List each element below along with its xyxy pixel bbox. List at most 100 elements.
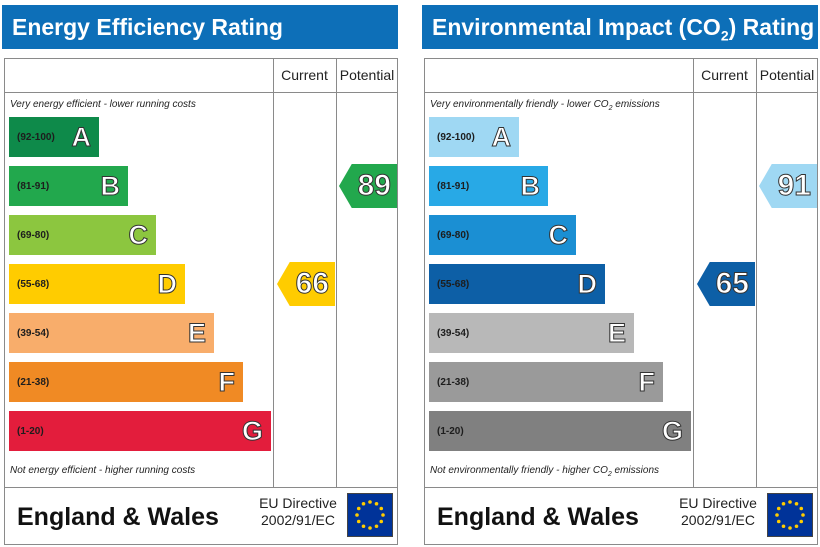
eu-star-icon <box>361 524 366 529</box>
header-divider <box>5 92 397 93</box>
eu-directive-line2: 2002/91/EC <box>261 512 335 528</box>
rating-frame: Current Potential Very energy efficient … <box>4 58 398 545</box>
eu-star-icon <box>781 524 786 529</box>
eu-star-icon <box>379 506 384 511</box>
band-range-label: (21-38) <box>17 376 50 388</box>
potential-rating-value: 89 <box>357 169 391 203</box>
band-letter-label: C <box>128 219 148 250</box>
eu-star-icon <box>794 524 799 529</box>
column-divider <box>756 59 757 487</box>
potential-column-header: Potential <box>339 67 395 83</box>
band-letter-label: C <box>548 219 568 250</box>
band-range-label: (39-54) <box>17 327 50 339</box>
eu-star-icon <box>356 506 361 511</box>
country-label: England & Wales <box>17 503 219 531</box>
band-range-label: (81-91) <box>17 180 50 192</box>
eu-directive-line2: 2002/91/EC <box>681 512 755 528</box>
eu-star-icon <box>799 506 804 511</box>
top-note: Very energy efficient - lower running co… <box>10 99 196 110</box>
eu-star-icon <box>368 500 372 504</box>
band-range-label: (92-100) <box>437 131 475 143</box>
band-range-label: (21-38) <box>437 376 470 388</box>
current-column-header: Current <box>701 67 748 83</box>
rating-band-e: (39-54) E <box>429 313 634 353</box>
band-range-label: (55-68) <box>437 278 470 290</box>
current-column-header: Current <box>281 67 328 83</box>
band-range-label: (55-68) <box>17 278 50 290</box>
rating-band-a: (92-100) A <box>9 117 99 157</box>
eu-star-icon <box>374 524 379 529</box>
band-letter-label: F <box>218 366 235 397</box>
potential-column-header: Potential <box>759 67 815 83</box>
current-rating-value: 65 <box>715 267 749 301</box>
rating-band-c: (69-80) C <box>429 215 576 255</box>
eu-star-icon <box>799 519 804 524</box>
eu-star-icon <box>781 501 786 506</box>
current-rating-arrow: 65 <box>697 262 755 306</box>
band-letter-label: D <box>577 268 597 299</box>
eu-star-icon <box>374 501 379 506</box>
rating-band-g: (1-20) G <box>9 411 271 451</box>
potential-rating-arrow: 91 <box>759 164 817 208</box>
rating-band-b: (81-91) B <box>9 166 128 206</box>
eu-star-icon <box>801 513 805 517</box>
eu-flag-icon <box>347 493 393 537</box>
band-letter-label: B <box>520 170 540 201</box>
current-rating-value: 66 <box>295 267 329 301</box>
band-letter-label: D <box>157 268 177 299</box>
rating-band-c: (69-80) C <box>9 215 156 255</box>
eu-star-icon <box>788 500 792 504</box>
eu-directive-label: EU Directive 2002/91/EC <box>675 495 761 529</box>
band-range-label: (69-80) <box>17 229 50 241</box>
rating-band-g: (1-20) G <box>429 411 691 451</box>
rating-band-b: (81-91) B <box>429 166 548 206</box>
potential-rating-value: 91 <box>777 169 811 203</box>
eu-star-icon <box>775 513 779 517</box>
band-letter-label: E <box>187 317 206 348</box>
band-range-label: (69-80) <box>437 229 470 241</box>
current-rating-arrow: 66 <box>277 262 335 306</box>
eu-star-icon <box>776 506 781 511</box>
band-letter-label: F <box>638 366 655 397</box>
rating-band-f: (21-38) F <box>429 362 663 402</box>
eu-directive-line1: EU Directive <box>259 495 337 511</box>
country-label: England & Wales <box>437 503 639 531</box>
band-range-label: (1-20) <box>437 425 464 437</box>
rating-band-d: (55-68) D <box>9 264 185 304</box>
band-letter-label: G <box>241 415 263 446</box>
footer-divider <box>425 487 817 488</box>
eu-directive-label: EU Directive 2002/91/EC <box>255 495 341 529</box>
header-divider <box>425 92 817 93</box>
band-letter-label: A <box>491 121 511 152</box>
bottom-note: Not environmentally friendly - higher CO… <box>430 465 660 478</box>
bottom-note: Not energy efficient - higher running co… <box>10 465 196 476</box>
band-range-label: (39-54) <box>437 327 470 339</box>
rating-band-a: (92-100) A <box>429 117 519 157</box>
eu-star-icon <box>794 501 799 506</box>
eu-star-icon <box>776 519 781 524</box>
eu-star-icon <box>361 501 366 506</box>
eu-star-icon <box>381 513 385 517</box>
band-range-label: (81-91) <box>437 180 470 192</box>
rating-band-d: (55-68) D <box>429 264 605 304</box>
potential-rating-arrow: 89 <box>339 164 397 208</box>
band-letter-label: G <box>661 415 683 446</box>
rating-band-e: (39-54) E <box>9 313 214 353</box>
band-range-label: (1-20) <box>17 425 44 437</box>
rating-frame: Current Potential Very environmentally f… <box>424 58 818 545</box>
eu-directive-line1: EU Directive <box>679 495 757 511</box>
footer-divider <box>5 487 397 488</box>
band-letter-label: A <box>71 121 91 152</box>
column-divider <box>336 59 337 487</box>
eu-star-icon <box>356 519 361 524</box>
eu-star-icon <box>368 526 372 530</box>
column-divider <box>273 59 274 487</box>
eu-star-icon <box>379 519 384 524</box>
rating-band-f: (21-38) F <box>9 362 243 402</box>
eu-star-icon <box>788 526 792 530</box>
chart-title: Energy Efficiency Rating <box>2 5 398 49</box>
band-letter-label: B <box>100 170 120 201</box>
band-letter-label: E <box>607 317 626 348</box>
eu-flag-icon <box>767 493 813 537</box>
